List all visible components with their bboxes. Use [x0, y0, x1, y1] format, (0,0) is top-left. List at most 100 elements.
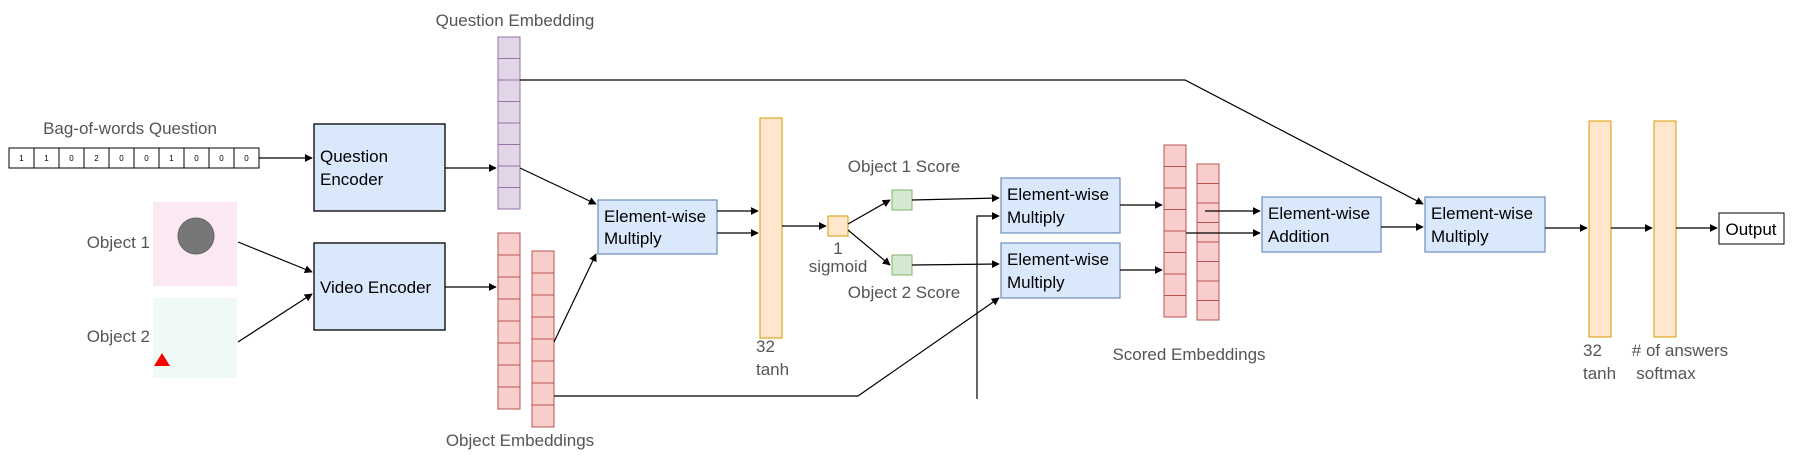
- elementwise-multiply-1-label-line1: Element-wise: [604, 207, 706, 226]
- scored-embedding-vector-1: [1163, 144, 1187, 318]
- question-embedding-vector: [497, 36, 521, 210]
- hidden-vector-32-b: [1588, 120, 1612, 338]
- bow-cell-value: 0: [244, 154, 249, 163]
- embedding-cell: [1196, 163, 1220, 184]
- arrow-object2-to-video-encoder: [237, 293, 313, 343]
- question-encoder-label-line2: Encoder: [320, 170, 384, 189]
- arrow-question-embedding-to-multiply-4: [520, 79, 1424, 205]
- embedding-cell: [1196, 280, 1220, 301]
- sigmoid-label: sigmoid: [809, 257, 868, 276]
- bow-cell-value: 1: [19, 154, 24, 163]
- elementwise-multiply-box-4: Element-wise Multiply: [1424, 196, 1546, 253]
- embedding-cell: [1196, 241, 1220, 262]
- elementwise-multiply-4-label-line2: Multiply: [1431, 227, 1489, 246]
- question-embedding-label: Question Embedding: [436, 11, 595, 30]
- embedding-cell: [1163, 230, 1187, 253]
- embedding-cell: [1196, 300, 1220, 321]
- embedding-cell: [497, 79, 521, 102]
- object-embeddings-label: Object Embeddings: [446, 431, 594, 450]
- scored-embedding-vector-2: [1196, 163, 1220, 321]
- arrow-sigmoid-to-object2-score: [847, 229, 891, 266]
- embedding-cell: [1196, 202, 1220, 223]
- elementwise-multiply-4-label-line1: Element-wise: [1431, 204, 1533, 223]
- embedding-cell: [531, 294, 555, 318]
- embedding-cell: [497, 276, 521, 300]
- embedding-cell: [1163, 166, 1187, 189]
- bag-of-words-vector: 1 1 0 2 0 0 1 0 0 0: [8, 147, 260, 169]
- bow-cell-value: 0: [144, 154, 149, 163]
- embedding-cell: [531, 382, 555, 406]
- embedding-cell: [1196, 261, 1220, 282]
- elementwise-addition-label-line2: Addition: [1268, 227, 1329, 246]
- embedding-cell: [497, 187, 521, 210]
- embedding-cell: [1163, 187, 1187, 210]
- embedding-cell: [497, 36, 521, 59]
- embedding-cell: [497, 58, 521, 81]
- embedding-cell: [497, 386, 521, 410]
- embedding-cell: [1163, 295, 1187, 318]
- video-encoder-label: Video Encoder: [320, 278, 432, 297]
- question-encoder-label-line1: Question: [320, 147, 388, 166]
- video-encoder: Video Encoder: [313, 242, 446, 331]
- arrow-object-embeddings-to-multiply-3: [554, 297, 1000, 397]
- embedding-cell: [497, 298, 521, 322]
- embedding-cell: [531, 360, 555, 384]
- embedding-cell: [1196, 183, 1220, 204]
- object1-score-node: [891, 189, 913, 211]
- object2-triangle: [154, 353, 170, 366]
- output-box: Output: [1718, 212, 1785, 245]
- embedding-cell: [531, 338, 555, 362]
- bow-cell-value: 0: [194, 154, 199, 163]
- bow-cell-value: 0: [69, 154, 74, 163]
- elementwise-multiply-2-label-line2: Multiply: [1007, 208, 1065, 227]
- elementwise-multiply-1-label-line2: Multiply: [604, 229, 662, 248]
- object1-embedding-vector: [497, 232, 521, 410]
- bag-of-words-label: Bag-of-words Question: [43, 119, 217, 138]
- num-answers-label: # of answers: [1632, 341, 1728, 360]
- elementwise-addition-label-line1: Element-wise: [1268, 204, 1370, 223]
- embedding-cell: [497, 101, 521, 124]
- arrow-object1-score-to-multiply-2: [911, 194, 1000, 203]
- object1-label: Object 1: [87, 233, 150, 252]
- object1-score-label: Object 1 Score: [848, 157, 960, 176]
- bow-cell-value: 1: [44, 154, 49, 163]
- object2-label: Object 2: [87, 327, 150, 346]
- embedding-cell: [497, 254, 521, 278]
- arrow-object1-to-video-encoder: [237, 241, 313, 274]
- object2-score-node: [891, 254, 913, 276]
- arrow-question-embedding-to-multiply-1: [519, 167, 597, 205]
- elementwise-multiply-3-label-line1: Element-wise: [1007, 250, 1109, 269]
- connections: [237, 79, 1718, 399]
- question-encoder: Question Encoder: [313, 123, 446, 212]
- embedding-cell: [497, 144, 521, 167]
- elementwise-multiply-box-2: Element-wise Multiply: [1000, 177, 1121, 234]
- embedding-cell: [1163, 209, 1187, 232]
- elementwise-multiply-3-label-line2: Multiply: [1007, 273, 1065, 292]
- elementwise-multiply-2-label-line1: Element-wise: [1007, 185, 1109, 204]
- arrow-object2-score-to-multiply-3: [911, 260, 1000, 269]
- score-dim-label: 1: [833, 239, 842, 258]
- embedding-cell: [531, 404, 555, 428]
- embedding-cell: [531, 316, 555, 340]
- bow-cell-value: 0: [219, 154, 224, 163]
- dim-32-label-a: 32: [756, 337, 775, 356]
- output-label: Output: [1725, 220, 1776, 239]
- embedding-cell: [1163, 273, 1187, 296]
- arrow-object-embeddings-to-multiply-1: [553, 253, 597, 343]
- embedding-cell: [497, 232, 521, 256]
- scored-embeddings-label: Scored Embeddings: [1112, 345, 1265, 364]
- dim-32-label-b: 32: [1583, 341, 1602, 360]
- elementwise-multiply-box-1: Element-wise Multiply: [597, 199, 718, 255]
- tanh-label-a: tanh: [756, 360, 789, 379]
- embedding-cell: [1163, 144, 1187, 167]
- embedding-cell: [531, 250, 555, 274]
- answer-vector: [1653, 120, 1677, 338]
- arrow-sigmoid-to-object1-score: [847, 199, 891, 225]
- elementwise-addition-box: Element-wise Addition: [1261, 196, 1382, 253]
- embedding-cell: [531, 272, 555, 296]
- elementwise-multiply-box-3: Element-wise Multiply: [1000, 242, 1121, 299]
- embedding-stacks: [497, 36, 1220, 428]
- embedding-cell: [497, 165, 521, 188]
- bow-cell-value: 2: [94, 154, 99, 163]
